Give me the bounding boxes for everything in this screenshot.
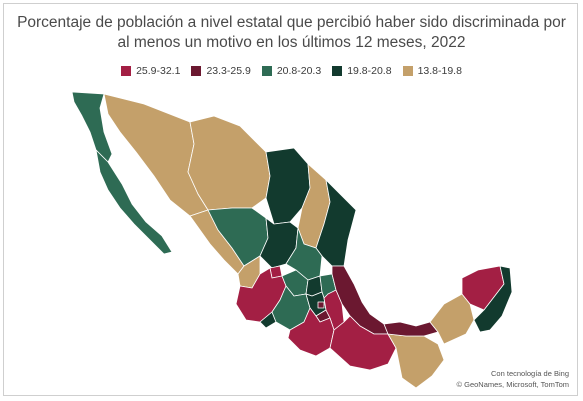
state-tabasco[interactable] xyxy=(383,321,439,337)
legend-swatch-5 xyxy=(402,66,413,76)
legend-swatch-3 xyxy=(261,66,272,76)
state-chihuahua[interactable] xyxy=(187,115,271,211)
mexico-choropleth-map xyxy=(71,91,513,389)
legend-item-5: 13.8-19.8 xyxy=(402,65,462,77)
map-title: Porcentaje de población a nivel estatal … xyxy=(17,14,566,51)
legend-item-4: 19.8-20.8 xyxy=(332,65,392,77)
state-coahuila[interactable] xyxy=(265,147,311,225)
legend-label-5: 13.8-19.8 xyxy=(417,65,462,77)
state-campeche[interactable] xyxy=(429,293,475,345)
credits-line-2: © GeoNames, Microsoft, TomTom xyxy=(456,380,570,389)
legend-item-3: 20.8-20.3 xyxy=(261,65,322,77)
state-baja-california-sur[interactable] xyxy=(95,149,173,255)
state-chiapas[interactable] xyxy=(387,333,445,389)
legend-label-1: 25.9-32.1 xyxy=(136,65,181,77)
legend-swatch-1 xyxy=(121,66,132,76)
legend-label-2: 23.3-25.9 xyxy=(206,65,251,77)
legend-item-2: 23.3-25.9 xyxy=(191,65,251,77)
state-quintana-roo[interactable] xyxy=(473,265,513,333)
map-legend: 25.9-32.1 23.3-25.9 20.8-20.3 19.8-20.8 … xyxy=(4,65,579,77)
state-guerrero[interactable] xyxy=(287,307,335,357)
legend-label-3: 20.8-20.3 xyxy=(276,65,322,77)
credits-line-1: Con tecnología de Bing xyxy=(491,369,569,378)
legend-item-1: 25.9-32.1 xyxy=(121,65,180,77)
legend-swatch-4 xyxy=(332,66,343,76)
map-credits: Con tecnología de Bing © GeoNames, Micro… xyxy=(457,368,570,390)
map-card: Porcentaje de población a nivel estatal … xyxy=(3,3,578,396)
legend-label-4: 19.8-20.8 xyxy=(347,65,392,77)
state-ciudad-de-mexico[interactable] xyxy=(317,301,325,309)
legend-swatch-2 xyxy=(191,66,202,76)
